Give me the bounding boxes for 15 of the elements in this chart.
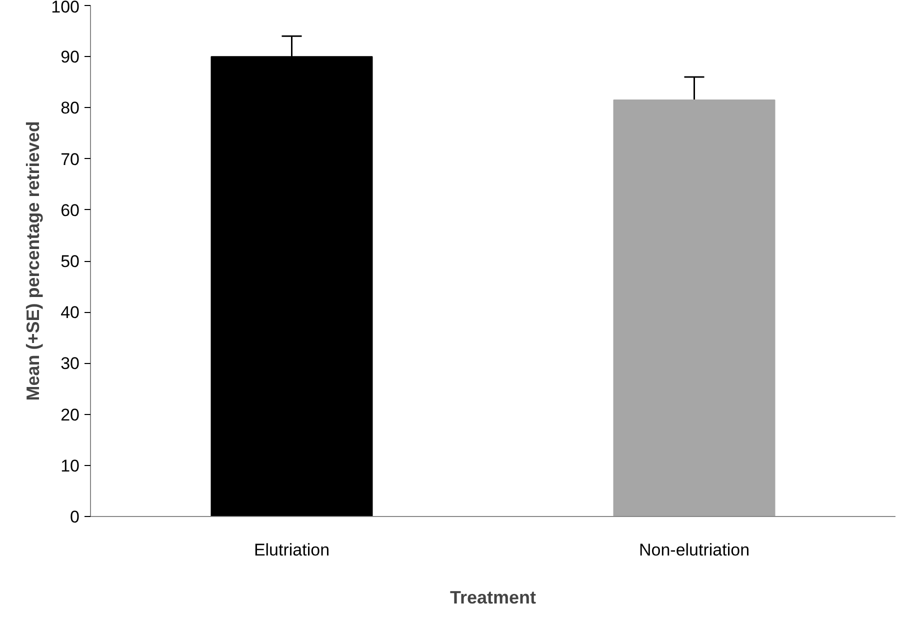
y-axis-title: Mean (+SE) percentage retrieved — [23, 121, 44, 401]
y-tick-label: 10 — [60, 456, 80, 476]
y-tick-label: 60 — [60, 200, 80, 220]
x-tick-label: Non-elutriation — [638, 540, 750, 560]
y-tick-label: 50 — [60, 252, 80, 271]
y-tick-label: 100 — [51, 0, 80, 16]
x-axis-title: Treatment — [450, 588, 536, 608]
y-tick-label: 0 — [70, 508, 80, 526]
y-tick-label: 40 — [60, 303, 80, 322]
y-tick-label: 20 — [60, 405, 80, 424]
y-tick-label: 80 — [60, 98, 80, 118]
x-tick-label: Elutriation — [254, 540, 330, 560]
y-tick-label: 90 — [60, 48, 80, 67]
y-tick-label: 70 — [60, 150, 80, 169]
y-tick-label: 30 — [60, 354, 80, 374]
